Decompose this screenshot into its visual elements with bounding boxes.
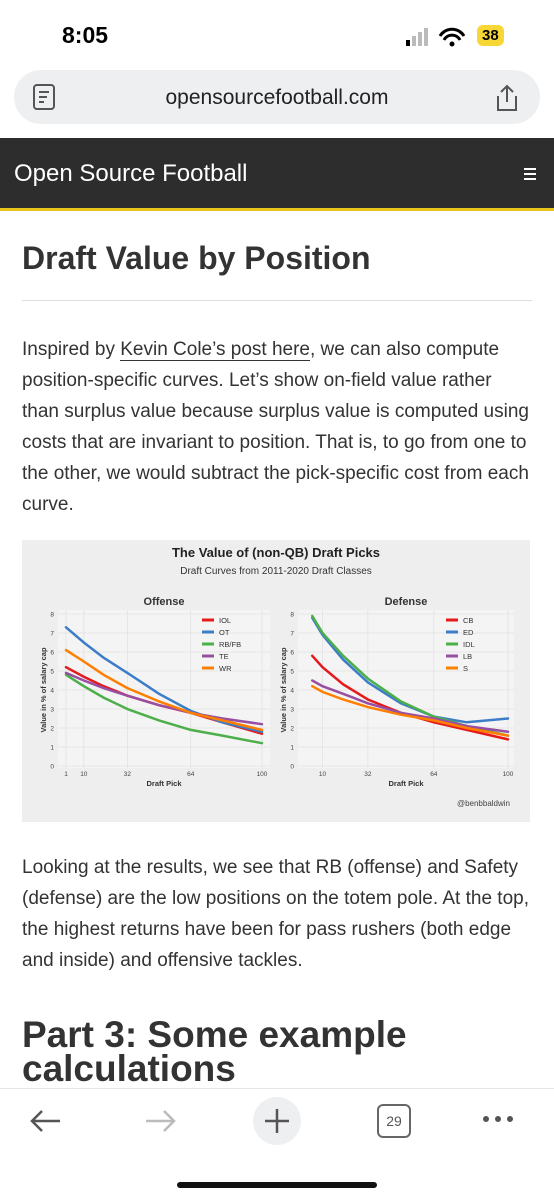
x-tick-label: 32	[364, 771, 372, 778]
address-bar[interactable]	[14, 70, 540, 124]
y-tick-label: 0	[50, 764, 54, 771]
legend-label: IDL	[463, 640, 475, 649]
y-tick-label: 7	[50, 631, 54, 638]
site-title[interactable]: Open Source Football	[14, 160, 248, 187]
legend-label: LB	[463, 652, 472, 661]
chart-title: The Value of (non-QB) Draft Picks	[172, 545, 380, 560]
forward-button[interactable]	[140, 1104, 180, 1138]
x-tick-label: 10	[80, 771, 88, 778]
y-tick-label: 8	[290, 612, 294, 619]
series-line	[64, 671, 264, 726]
legend-label: S	[463, 664, 468, 673]
status-battery: 38	[477, 25, 504, 46]
paragraph: Inspired by Kevin Cole’s post here, we c…	[22, 334, 532, 520]
link[interactable]: Kevin Cole’s post here	[120, 339, 310, 361]
home-indicator	[177, 1182, 377, 1188]
chart-subtitle: Draft Curves from 2011-2020 Draft Classe…	[180, 566, 372, 577]
status-icons	[406, 27, 466, 47]
series-line	[310, 684, 510, 737]
new-tab-button[interactable]	[252, 1096, 302, 1146]
x-tick-label: 100	[257, 771, 268, 778]
x-axis-label: Draft Pick	[388, 779, 424, 788]
series-line	[310, 679, 510, 734]
legend-label: IOL	[219, 616, 231, 625]
y-axis-label: Value in % of salary cap	[39, 647, 48, 732]
x-tick-label: 64	[187, 771, 195, 778]
share-button[interactable]	[492, 82, 522, 114]
y-tick-label: 3	[290, 707, 294, 714]
url[interactable]: opensourcefootball.com	[165, 86, 389, 109]
site-header	[0, 138, 554, 211]
y-tick-label: 6	[50, 650, 54, 657]
y-tick-label: 0	[290, 764, 294, 771]
plot-background	[298, 610, 514, 768]
x-tick-label: 32	[124, 771, 132, 778]
y-axis-label: Value in % of salary cap	[279, 647, 288, 732]
legend-label: CB	[463, 616, 473, 625]
page-icon[interactable]	[30, 82, 62, 114]
y-tick-label: 5	[50, 669, 54, 676]
legend-label: TE	[219, 652, 229, 661]
x-tick-label: 1	[64, 771, 68, 778]
series-line	[64, 648, 264, 732]
series-line	[310, 616, 510, 724]
y-tick-label: 4	[50, 688, 54, 695]
x-axis-label: Draft Pick	[146, 779, 182, 788]
credit: @benbbaldwin	[457, 799, 510, 808]
text: Inspired by	[22, 339, 121, 360]
x-tick-label: 10	[319, 771, 327, 778]
back-button[interactable]	[26, 1104, 66, 1138]
y-tick-label: 5	[290, 669, 294, 676]
figure: The Value of (non-QB) Draft Picks Draft …	[22, 540, 530, 822]
y-tick-label: 3	[50, 707, 54, 714]
y-tick-label: 6	[290, 650, 294, 657]
y-tick-label: 7	[290, 631, 294, 638]
x-tick-label: 64	[430, 771, 438, 778]
legend-label: RB/FB	[219, 640, 241, 649]
y-tick-label: 2	[290, 726, 294, 733]
paragraph: Looking at the results, we see that RB (…	[22, 857, 529, 971]
y-tick-label: 2	[50, 726, 54, 733]
panel-title: Offense	[144, 596, 185, 608]
x-tick-label: 100	[503, 771, 514, 778]
tabs-button[interactable]: 29	[377, 1104, 411, 1138]
status-time: 8:05	[62, 22, 109, 48]
legend-label: ED	[463, 628, 474, 637]
chart: The Value of (non-QB) Draft Picks Draft …	[39, 545, 514, 808]
series-line	[64, 673, 264, 745]
panel-title: Defense	[385, 596, 428, 608]
legend-label: WR	[219, 664, 232, 673]
menu-button[interactable]	[522, 166, 538, 182]
y-tick-label: 1	[290, 745, 294, 752]
heading: Draft Value by Position	[22, 240, 371, 276]
legend-label: OT	[219, 628, 230, 637]
y-tick-label: 1	[50, 745, 54, 752]
text: , we can also compute position-specific …	[22, 339, 529, 515]
more-button[interactable]	[480, 1112, 516, 1126]
y-tick-label: 8	[50, 612, 54, 619]
series-line	[310, 654, 510, 741]
heading: Part 3: Some example calculations	[22, 1014, 407, 1089]
divider	[22, 300, 532, 301]
plot-background	[58, 610, 270, 768]
y-tick-label: 4	[290, 688, 294, 695]
